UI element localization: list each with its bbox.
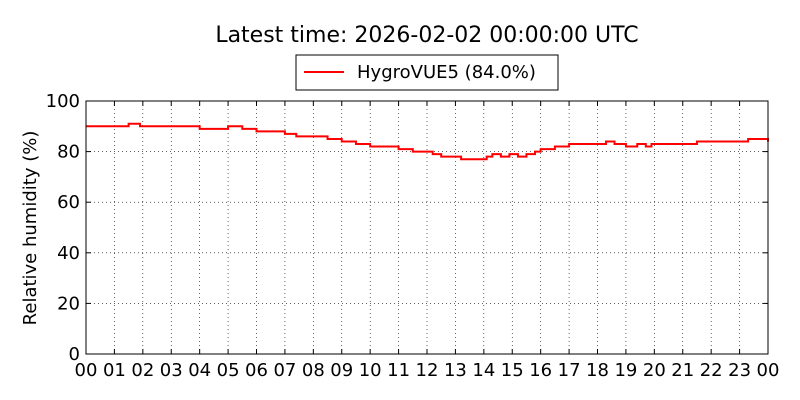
y-tick-label: 40 <box>57 243 80 264</box>
x-tick-label: 15 <box>501 360 524 381</box>
x-tick-label: 23 <box>728 360 751 381</box>
plot-area <box>85 100 769 355</box>
x-tick-labels: 00 01 02 03 04 05 06 07 08 09 10 11 12 13 14 15 16 17 18 19… <box>75 360 780 381</box>
y-tick-label: 80 <box>57 142 80 163</box>
x-tick-label: 01 <box>103 360 126 381</box>
x-tick-label: 17 <box>558 360 581 381</box>
y-tick-labels: 0 20 40 60 80 100 <box>46 91 80 365</box>
x-tick-label: 03 <box>160 360 183 381</box>
x-tick-label: 16 <box>529 360 552 381</box>
x-tick-label: 12 <box>416 360 439 381</box>
x-tick-label: 00 <box>757 360 780 381</box>
x-tick-label: 22 <box>700 360 723 381</box>
legend-label: HygroVUE5 (84.0%) <box>357 62 536 83</box>
x-tick-label: 18 <box>586 360 609 381</box>
x-tick-label: 02 <box>131 360 154 381</box>
x-tick-label: 10 <box>359 360 382 381</box>
y-tick-label: 100 <box>46 91 80 112</box>
axis-ticks <box>85 100 769 355</box>
x-tick-label: 05 <box>217 360 240 381</box>
x-tick-label: 07 <box>273 360 296 381</box>
y-tick-label: 20 <box>57 293 80 314</box>
x-tick-label: 14 <box>472 360 495 381</box>
x-tick-label: 00 <box>75 360 98 381</box>
series-line-hygrovue5 <box>86 122 769 161</box>
chart-title: Latest time: 2026-02-02 00:00:00 UTC <box>215 23 638 48</box>
x-tick-label: 04 <box>188 360 211 381</box>
x-tick-label: 11 <box>387 360 410 381</box>
plot-frame <box>85 100 769 355</box>
x-tick-label: 21 <box>671 360 694 381</box>
legend: HygroVUE5 (84.0%) <box>295 54 559 91</box>
grid-lines <box>86 101 768 354</box>
x-tick-label: 09 <box>330 360 353 381</box>
x-tick-label: 08 <box>302 360 325 381</box>
x-tick-label: 06 <box>245 360 268 381</box>
y-tick-label: 60 <box>57 192 80 213</box>
y-axis-label: Relative humidity (%) <box>20 131 41 326</box>
x-tick-label: 19 <box>614 360 637 381</box>
x-tick-label: 13 <box>444 360 467 381</box>
x-tick-label: 20 <box>643 360 666 381</box>
y-tick-label: 0 <box>69 344 80 365</box>
